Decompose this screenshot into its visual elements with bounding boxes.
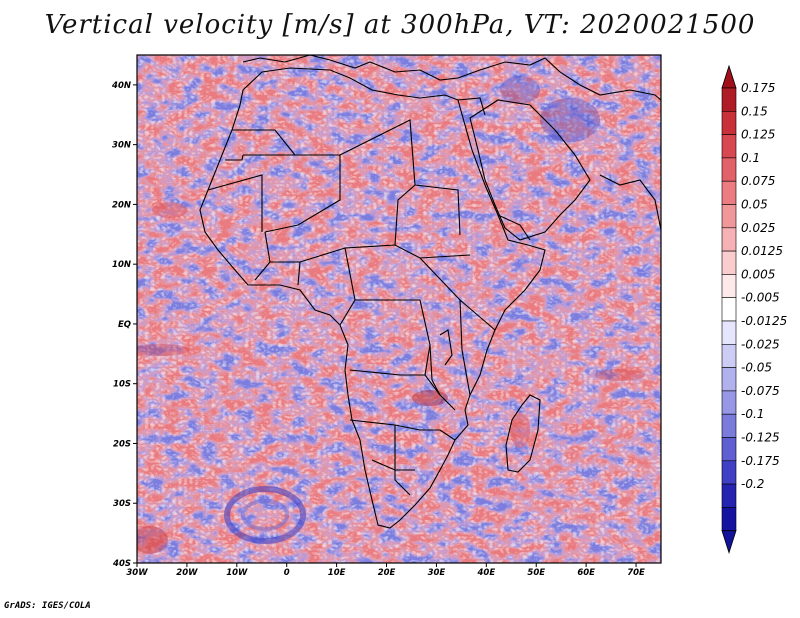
colorbar-top-arrow — [721, 64, 737, 89]
lon-tick-label: 50E — [527, 568, 545, 578]
lat-tick-label: 10S — [113, 380, 131, 390]
coastlines — [199, 55, 661, 529]
colorbar-label: 0.025 — [741, 221, 775, 235]
colorbar-segment — [721, 460, 737, 485]
lat-tick-label: 30S — [113, 499, 131, 509]
colorbar-label: 0.1 — [741, 151, 760, 165]
colorbar-label: 0.075 — [741, 174, 775, 188]
colorbar-segment — [721, 390, 737, 415]
colorbar-segment — [721, 507, 737, 531]
colorbar: 0.175 0.15 0.125 0.1 0.075 0.05 0.025 0.0125 0.0… — [721, 64, 787, 555]
colorbar-segment — [721, 320, 737, 345]
lat-tick-label: 10N — [112, 260, 131, 270]
lon-tick-label: 20W — [176, 568, 198, 578]
colorbar-segment — [721, 413, 737, 438]
lat-tick-label: 40N — [111, 81, 131, 91]
colorbar-label: -0.175 — [741, 454, 780, 468]
colorbar-label: 0.05 — [741, 198, 768, 212]
colorbar-segment — [721, 111, 737, 135]
colorbar-segment — [721, 180, 737, 205]
lat-tick-label: 20N — [112, 200, 131, 210]
vertical-velocity-field — [137, 55, 661, 563]
colorbar-label: -0.025 — [741, 337, 780, 351]
lon-tick-label: 30E — [428, 568, 446, 578]
colorbar-segment — [721, 87, 737, 112]
lon-tick-label: 10W — [226, 568, 248, 578]
lon-tick-label: 30W — [126, 568, 148, 578]
chart-title: Vertical velocity [m/s] at 300hPa, VT: 2… — [44, 10, 756, 40]
colorbar-label: 0.15 — [741, 104, 768, 118]
colorbar-segment — [721, 157, 737, 182]
colorbar-label: -0.2 — [741, 477, 764, 491]
colorbar-label: -0.05 — [741, 361, 772, 375]
colorbar-label: 0.175 — [741, 81, 775, 95]
lon-tick-label: 20E — [378, 568, 396, 578]
lon-tick-label: 60E — [577, 568, 595, 578]
colorbar-segment — [721, 274, 737, 298]
lat-tick-label: 30N — [112, 141, 131, 151]
colorbar-label: 0.005 — [741, 267, 775, 281]
colorbar-segment — [721, 250, 737, 275]
colorbar-label: -0.125 — [741, 431, 780, 445]
colorbar-bottom-arrow — [721, 530, 737, 555]
map-border — [136, 54, 662, 564]
colorbar-segment — [721, 483, 737, 508]
colorbar-segment — [721, 204, 737, 229]
colorbar-segment — [721, 227, 737, 252]
colorbar-label: -0.0125 — [741, 314, 787, 328]
latitude-axis: 40N 30N 20N 10N EQ 10S 20S 30S 40S — [111, 81, 137, 569]
colorbar-segment — [721, 134, 737, 159]
longitude-axis: 30W 20W 10W 0 10E 20E 30E 40E 50E 60E 70E — [126, 563, 645, 578]
lon-tick-label: 40E — [477, 568, 496, 578]
lat-tick-label: 20S — [113, 439, 131, 449]
colorbar-segment — [721, 343, 737, 368]
grads-credit: GrADS: IGES/COLA — [4, 601, 91, 611]
colorbar-label: -0.005 — [741, 291, 780, 305]
colorbar-segment — [721, 367, 737, 392]
lat-tick-label: EQ — [118, 320, 131, 330]
colorbar-segment — [721, 297, 737, 322]
colorbar-label: 0.0125 — [741, 244, 783, 258]
colorbar-label: -0.1 — [741, 407, 764, 421]
colorbar-label: 0.125 — [741, 128, 775, 142]
colorbar-segment — [721, 437, 737, 462]
lon-tick-label: 10E — [328, 568, 346, 578]
lon-tick-label: 0 — [284, 568, 290, 578]
lon-tick-label: 70E — [627, 568, 645, 578]
colorbar-label: -0.075 — [741, 384, 780, 398]
lat-tick-label: 40S — [112, 559, 131, 569]
